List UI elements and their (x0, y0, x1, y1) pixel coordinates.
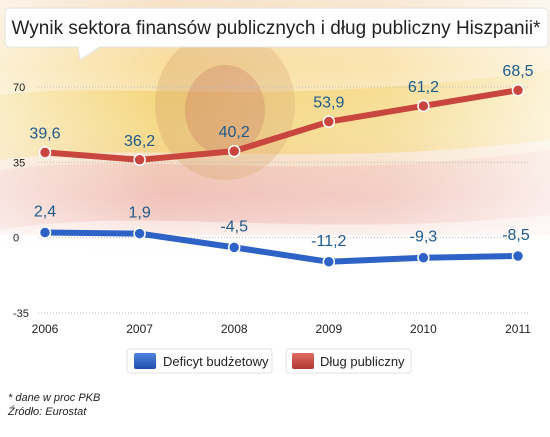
y-tick-label: 0 (13, 233, 19, 245)
legend-label-deficit: Deficyt budżetowy (163, 354, 269, 369)
data-label-deficit: -4,5 (220, 218, 248, 235)
data-point-deficit (133, 227, 146, 240)
series-line-debt (42, 87, 521, 163)
y-tick-label: -35 (13, 308, 29, 320)
series-line-deficit (42, 229, 521, 265)
data-point-deficit (38, 226, 52, 239)
legend-swatch-deficit (134, 353, 156, 369)
y-tick-label: 70 (13, 82, 25, 94)
data-label-deficit: 2,4 (34, 204, 56, 221)
x-axis-ticks: 2006 2007 2008 2009 2010 2011 (32, 322, 532, 336)
data-label-debt: 40,2 (219, 124, 250, 141)
data-label-debt: 39,6 (29, 125, 60, 142)
data-label-debt: 53,9 (313, 95, 344, 112)
source-note: Źródło: Eurostat (8, 406, 87, 418)
data-point-debt (417, 99, 430, 113)
data-label-deficit: 1,9 (128, 205, 150, 222)
y-tick-label: 35 (13, 157, 25, 169)
x-tick-label: 2007 (126, 322, 153, 336)
data-label-debt: 36,2 (124, 133, 155, 150)
data-point-debt (511, 83, 525, 97)
data-point-deficit (227, 241, 241, 254)
data-label-deficit: -9,3 (410, 229, 438, 246)
data-label-deficit: -8,5 (502, 227, 530, 244)
data-label-debt: 68,5 (502, 63, 533, 80)
data-point-debt (227, 144, 241, 158)
footnote: * dane w proc PKB (8, 392, 101, 404)
data-point-debt (38, 146, 52, 159)
data-point-deficit (322, 255, 336, 269)
x-tick-label: 2008 (221, 322, 248, 336)
legend-item-box-debt (285, 348, 412, 374)
title-box: Wynik sektora finansów publicznych i dłu… (4, 7, 549, 61)
gridlines (38, 86, 530, 314)
x-tick-label: 2009 (315, 322, 342, 336)
legend-label-debt: Dług publiczny (320, 354, 405, 369)
data-labels: 39,6 36,2 40,2 53,9 61,2 68,5 2,4 1,9 -4,5 -11,2 -… (29, 63, 533, 250)
chart-title: Wynik sektora finansów publicznych i dłu… (12, 18, 542, 39)
data-point-debt (322, 115, 336, 128)
series-group (38, 83, 525, 269)
legend: Deficyt budżetowy Dług publiczny (126, 348, 412, 374)
y-axis-ticks: 70 35 0 -35 (13, 82, 29, 320)
data-label-deficit: -11,2 (311, 233, 346, 250)
x-tick-label: 2011 (505, 322, 531, 336)
x-tick-label: 2006 (32, 322, 59, 336)
data-label-debt: 61,2 (408, 79, 439, 96)
legend-swatch-debt (292, 353, 314, 369)
legend-item-box-deficit (126, 348, 273, 374)
data-point-debt (133, 153, 146, 167)
data-point-deficit (417, 251, 430, 264)
x-tick-label: 2010 (410, 322, 437, 336)
data-point-deficit (511, 249, 525, 263)
